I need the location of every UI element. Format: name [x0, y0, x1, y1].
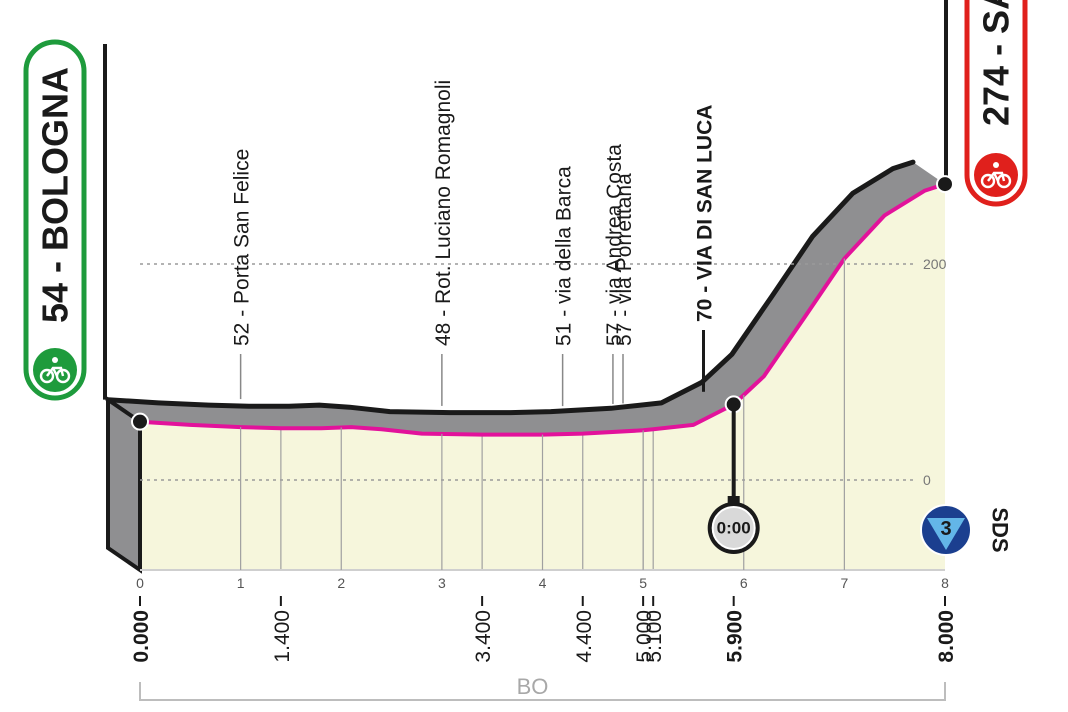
sds-badge: 3	[920, 504, 972, 556]
province-label: BO	[517, 674, 549, 699]
distance-label: 0.000	[130, 610, 153, 663]
stopwatch-icon: 0:00	[707, 496, 760, 554]
x-tick-label: 5	[639, 575, 647, 591]
x-tick-label: 2	[337, 575, 345, 591]
x-tick-label: 6	[740, 575, 748, 591]
x-axis-ticks: 0 1 2 3 4 5 6 7 8	[136, 258, 949, 591]
distance-label: 4.400	[573, 610, 596, 663]
distance-label: 5.100	[643, 610, 666, 663]
sds-number: 3	[940, 518, 951, 540]
waypoint-label: 57 - via Porrettana	[613, 173, 636, 346]
start-point-marker	[131, 412, 149, 431]
distance-label: 8.000	[935, 610, 958, 663]
start-badge: 54 - BOLOGNA	[23, 39, 87, 401]
waypoint-label: 70 - VIA DI SAN LUCA	[694, 105, 717, 322]
profile-gray-band	[108, 162, 945, 435]
x-tick-label: 0	[136, 575, 144, 591]
intermediate-time-label: 0:00	[717, 519, 751, 538]
distance-label: 3.400	[472, 610, 495, 663]
distance-label: 1.400	[271, 610, 294, 663]
waypoint-labels: 52 - Porta San Felice 48 - Rot. Luciano R…	[231, 80, 717, 407]
waypoint-label: 48 - Rot. Luciano Romagnoli	[432, 80, 455, 346]
road-line	[139, 182, 946, 437]
finish-badge: 274 - SA	[964, 0, 1028, 207]
sds-triangle-icon	[927, 518, 965, 550]
grid-label: 200	[923, 256, 947, 272]
province-bracket	[139, 682, 946, 701]
x-tick-label: 4	[539, 575, 547, 591]
x-tick-label: 7	[840, 575, 848, 591]
start-label: 54 - BOLOGNA	[35, 67, 76, 323]
waypoint-label: 52 - Porta San Felice	[231, 149, 254, 346]
waypoint-label: 57 - via Andrea Costa	[603, 144, 626, 346]
x-tick-label: 8	[941, 575, 949, 591]
waypoint-label: 51 - via della Barca	[553, 166, 576, 346]
finish-point-marker	[936, 175, 954, 194]
distance-label: 5.000	[633, 610, 656, 663]
distance-label: 5.900	[724, 610, 747, 663]
altitude-grid: 0 200	[140, 256, 947, 488]
x-tick-label: 3	[438, 575, 446, 591]
x-tick-label: 1	[237, 575, 245, 591]
sds-label: SDS	[988, 507, 1013, 552]
grid-label: 0	[923, 472, 931, 488]
profile-top-outline	[105, 159, 916, 416]
finish-label: 274 - SA	[976, 0, 1017, 126]
